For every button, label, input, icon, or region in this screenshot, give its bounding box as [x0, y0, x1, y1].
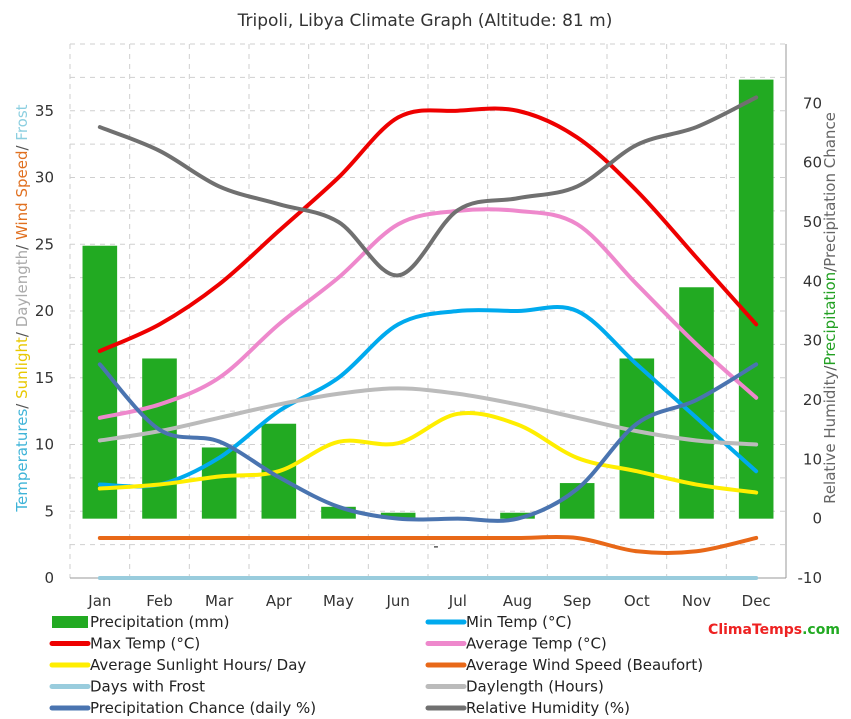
brand-part-clima: Clima: [708, 622, 752, 638]
right-axis-ticks: -10 0 10 20 30 40 50 60 70: [798, 94, 823, 587]
average-wind-speed-beaufort-line: [97, 534, 759, 555]
x-axis-ticks: Jan Feb Mar Apr May Jun Jul Aug Sep Oct Nov Dec: [87, 592, 770, 610]
right-tick-label: 70: [803, 94, 822, 112]
left-axis-label: Temperatures/ Sunlight/ Daylength/ Wind …: [13, 104, 31, 512]
left-tick-label: 15: [35, 369, 54, 387]
x-tick-label: Apr: [266, 592, 293, 610]
legend-item: Precipitation (mm): [52, 613, 229, 631]
legend-item: Relative Humidity (%): [425, 699, 630, 717]
left-tick-label: 0: [44, 569, 54, 587]
minus-marker: -: [433, 537, 438, 555]
x-tick-label: Jul: [448, 592, 467, 610]
right-tick-label: 60: [803, 154, 822, 172]
left-tick-label: 5: [44, 502, 54, 520]
x-tick-label: Oct: [624, 592, 650, 610]
x-tick-label: Jun: [385, 592, 409, 610]
right-tick-label: 20: [803, 391, 822, 409]
left-axis-ticks: 0 5 10 15 20 25 30 35: [35, 102, 54, 587]
left-tick-label: 10: [35, 436, 54, 454]
left-tick-label: 35: [35, 102, 54, 120]
axis-label-part: Temperatures: [13, 409, 31, 513]
x-tick-label: Dec: [742, 592, 771, 610]
legend-label: Average Temp (°C): [466, 635, 607, 653]
x-tick-label: Feb: [146, 592, 173, 610]
min-temp-c-line: [97, 305, 759, 489]
axis-label-part: Daylength: [13, 250, 31, 327]
axis-label-part: /: [13, 141, 31, 151]
legend-item: Daylength (Hours): [425, 678, 604, 696]
axis-label-part: Relative Humidity: [821, 371, 839, 504]
right-tick-label: 10: [803, 450, 822, 468]
axis-label-part: /: [13, 240, 31, 250]
right-axis-label: Relative Humidity/Precipitation/Precipit…: [821, 112, 839, 504]
average-sunlight-hours-day-line: [97, 411, 759, 495]
max-temp-c-line: [97, 106, 759, 354]
average-temp-c-line: [97, 207, 759, 420]
axis-label-part: /: [821, 266, 839, 272]
legend-label: Average Sunlight Hours/ Day: [90, 656, 306, 674]
legend-label: Precipitation (mm): [90, 613, 229, 631]
brand-logo[interactable]: ClimaTemps.com: [708, 622, 840, 638]
legend-label: Precipitation Chance (daily %): [90, 699, 316, 717]
legend-label: Average Wind Speed (Beaufort): [466, 656, 703, 674]
left-tick-label: 30: [35, 169, 54, 187]
left-tick-label: 25: [35, 235, 54, 253]
x-tick-label: Jan: [87, 592, 111, 610]
legend-item: Precipitation Chance (daily %): [49, 699, 316, 717]
legend-item: Average Temp (°C): [425, 635, 607, 653]
legend-item: Max Temp (°C): [49, 635, 200, 653]
precip-bar: [321, 506, 356, 519]
precip-bar: [142, 358, 177, 519]
precip-bar: [619, 358, 655, 519]
x-tick-label: Mar: [205, 592, 234, 610]
series-lines: [97, 95, 759, 580]
x-tick-label: Aug: [503, 592, 532, 610]
axis-label-part: /: [821, 365, 839, 371]
legend-item: Min Temp (°C): [425, 613, 572, 631]
precip-bar: [82, 245, 118, 519]
legend-item: Days with Frost: [49, 678, 205, 696]
legend-label: Min Temp (°C): [466, 613, 572, 631]
legend-label: Relative Humidity (%): [466, 699, 630, 717]
legend-item: Average Wind Speed (Beaufort): [425, 656, 703, 674]
right-tick-label: 30: [803, 332, 822, 350]
brand-part-temps: Temps: [752, 622, 802, 638]
legend-swatch: [52, 616, 88, 628]
axis-label-part: Precipitation: [821, 272, 839, 366]
x-tick-label: Sep: [563, 592, 591, 610]
legend-label: Daylength (Hours): [466, 678, 604, 696]
axis-label-part: Wind Speed: [13, 151, 31, 241]
precip-bar: [500, 512, 535, 519]
axis-label-part: Sunlight: [13, 337, 31, 399]
left-tick-label: 20: [35, 302, 54, 320]
chart-title: Tripoli, Libya Climate Graph (Altitude: …: [237, 11, 613, 31]
relative-humidity-line: [97, 95, 759, 278]
x-tick-label: May: [323, 592, 354, 610]
right-tick-label: 0: [812, 510, 822, 528]
x-tick-label: Nov: [682, 592, 711, 610]
legend-item: Average Sunlight Hours/ Day: [49, 656, 306, 674]
daylength-hours-line: [97, 386, 759, 447]
right-tick-label: 50: [803, 213, 822, 231]
legend-label: Days with Frost: [90, 678, 205, 696]
axis-label-part: Frost: [13, 104, 31, 140]
precip-bar: [738, 79, 774, 519]
legend-label: Max Temp (°C): [90, 635, 200, 653]
right-tick-label: 40: [803, 272, 822, 290]
right-tick-label: -10: [798, 569, 823, 587]
axis-label-part: Precipitation Chance: [821, 112, 839, 267]
axis-label-part: /: [13, 399, 31, 409]
precip-bar: [380, 512, 416, 519]
axis-label-part: /: [13, 327, 31, 337]
brand-part-com: .com: [802, 622, 840, 638]
legend: Precipitation (mm) Min Temp (°C) Max Temp …: [49, 613, 703, 717]
precipitation-chance-daily-line: [97, 362, 759, 523]
